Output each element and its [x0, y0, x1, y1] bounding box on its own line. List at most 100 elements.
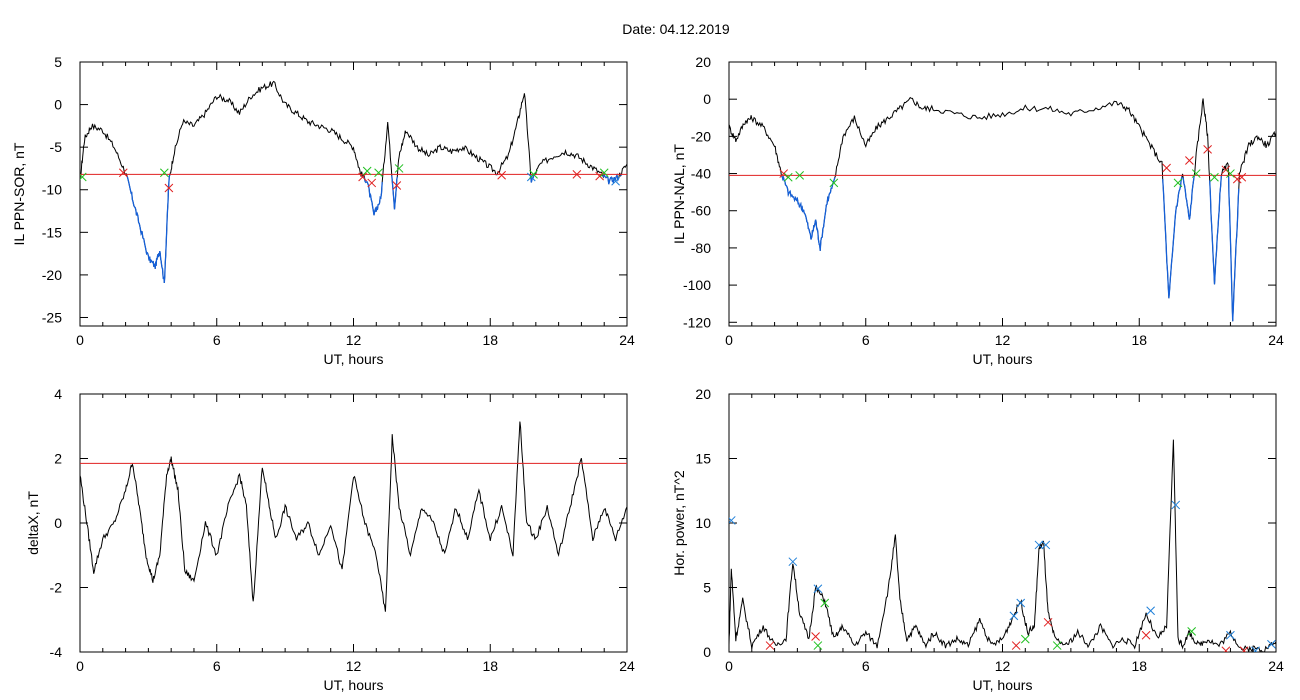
y-tick-label: -5	[50, 139, 63, 155]
below-threshold-segment	[602, 172, 620, 185]
event-marker-green	[829, 178, 839, 188]
event-marker-blue	[729, 516, 736, 525]
y-tick-label: -80	[691, 240, 711, 256]
plot-area	[729, 439, 1276, 652]
x-tick-label: 6	[213, 332, 221, 348]
plot-frame	[728, 61, 1277, 327]
x-tick-label: 12	[995, 332, 1011, 348]
y-tick-label: 5	[54, 54, 62, 70]
plot-frame	[79, 61, 628, 327]
x-tick-label: 6	[862, 332, 870, 348]
event-marker-red	[164, 183, 174, 193]
x-axis-label: UT, hours	[324, 677, 384, 693]
y-tick-label: 15	[695, 451, 711, 467]
event-marker-red	[1185, 156, 1194, 165]
y-tick-label: -10	[42, 182, 62, 198]
figure-title: Date: 04.12.2019	[622, 21, 730, 37]
x-tick-label: 6	[213, 658, 221, 674]
event-marker-green	[1226, 169, 1235, 178]
x-axis-label: UT, hours	[324, 351, 384, 367]
event-marker-green	[1210, 172, 1219, 182]
x-tick-label: 12	[346, 658, 362, 674]
event-marker-blue	[788, 557, 798, 567]
panel-deltax: 0 6 12 18 24 4 2 0 -2 -4 UT, hours deltaX, nT	[25, 386, 635, 693]
event-marker-blue	[1041, 540, 1051, 550]
event-marker-red	[1239, 646, 1249, 652]
series-line	[729, 96, 1276, 322]
event-marker-green	[159, 168, 169, 178]
below-threshold-segment	[1182, 175, 1195, 220]
event-marker-green	[1187, 627, 1197, 636]
event-marker-red	[765, 641, 775, 650]
event-marker-red	[1221, 646, 1231, 652]
series-line	[729, 439, 1276, 652]
x-tick-label: 18	[482, 658, 498, 674]
panel-power: 0 6 12 18 24 20 15 10 5 0 UT, hours Hor. power, nT^…	[671, 386, 1284, 693]
y-tick-label: -40	[691, 166, 711, 182]
below-threshold-segment	[391, 175, 398, 210]
plot-area	[80, 80, 627, 284]
event-marker-green	[820, 598, 830, 608]
y-tick-label: 0	[703, 91, 711, 107]
y-tick-label: -120	[683, 314, 711, 330]
series-line	[80, 421, 627, 612]
x-tick-label: 24	[1268, 332, 1284, 348]
event-marker-green	[1020, 634, 1030, 644]
event-marker-red	[1232, 174, 1242, 184]
y-tick-label: -4	[50, 644, 63, 660]
event-marker-green	[783, 172, 793, 182]
x-tick-label: 0	[76, 332, 84, 348]
event-marker-red	[392, 181, 402, 190]
event-marker-blue	[1251, 646, 1260, 652]
event-marker-green	[813, 641, 823, 650]
event-marker-blue	[1171, 500, 1181, 510]
event-marker-red	[1237, 172, 1247, 182]
event-marker-red	[367, 178, 377, 188]
x-tick-label: 24	[619, 332, 635, 348]
event-marker-blue	[1267, 639, 1276, 649]
y-tick-label: 10	[695, 515, 711, 531]
y-tick-label: 4	[54, 386, 62, 402]
y-tick-label: -20	[691, 128, 711, 144]
event-marker-red	[118, 168, 128, 178]
x-tick-label: 24	[619, 658, 635, 674]
y-axis-label: deltaX, nT	[25, 491, 41, 555]
event-marker-red	[1011, 641, 1021, 650]
y-tick-label: -2	[50, 580, 63, 596]
y-tick-label: -25	[42, 309, 62, 325]
y-tick-label: -15	[42, 224, 62, 240]
series-line	[80, 80, 627, 284]
event-marker-red	[572, 170, 582, 179]
x-tick-label: 18	[482, 332, 498, 348]
event-marker-red	[779, 169, 789, 178]
x-tick-label: 0	[725, 332, 733, 348]
panel-nal: 0 6 12 18 24 20 0 -20 -40 -60 -80 -100 -120 UT, hours…	[671, 54, 1284, 367]
plot-area	[729, 96, 1276, 322]
x-tick-label: 24	[1268, 658, 1284, 674]
event-marker-blue	[813, 584, 823, 594]
y-tick-label: 0	[703, 644, 711, 660]
y-tick-label: 20	[695, 386, 711, 402]
event-marker-red	[595, 171, 605, 181]
x-tick-label: 6	[862, 658, 870, 674]
event-marker-blue	[1009, 611, 1019, 621]
y-tick-label: -20	[42, 267, 62, 283]
x-tick-label: 0	[76, 658, 84, 674]
x-axis-label: UT, hours	[973, 351, 1033, 367]
event-marker-green	[529, 170, 538, 179]
event-marker-red	[1203, 145, 1212, 154]
event-marker-green	[394, 164, 404, 173]
y-tick-label: 0	[54, 97, 62, 113]
x-tick-label: 12	[346, 332, 362, 348]
event-marker-blue	[1016, 598, 1026, 608]
below-threshold-segment	[780, 175, 836, 251]
below-threshold-segment	[126, 174, 171, 284]
event-marker-red	[1221, 165, 1231, 175]
x-axis-label: UT, hours	[973, 677, 1033, 693]
y-tick-label: 20	[695, 54, 711, 70]
event-marker-red	[1043, 617, 1053, 627]
below-threshold-segment	[1227, 176, 1240, 322]
event-marker-green	[599, 168, 609, 178]
event-marker-green	[1173, 178, 1183, 188]
below-threshold-segment	[1162, 176, 1183, 299]
